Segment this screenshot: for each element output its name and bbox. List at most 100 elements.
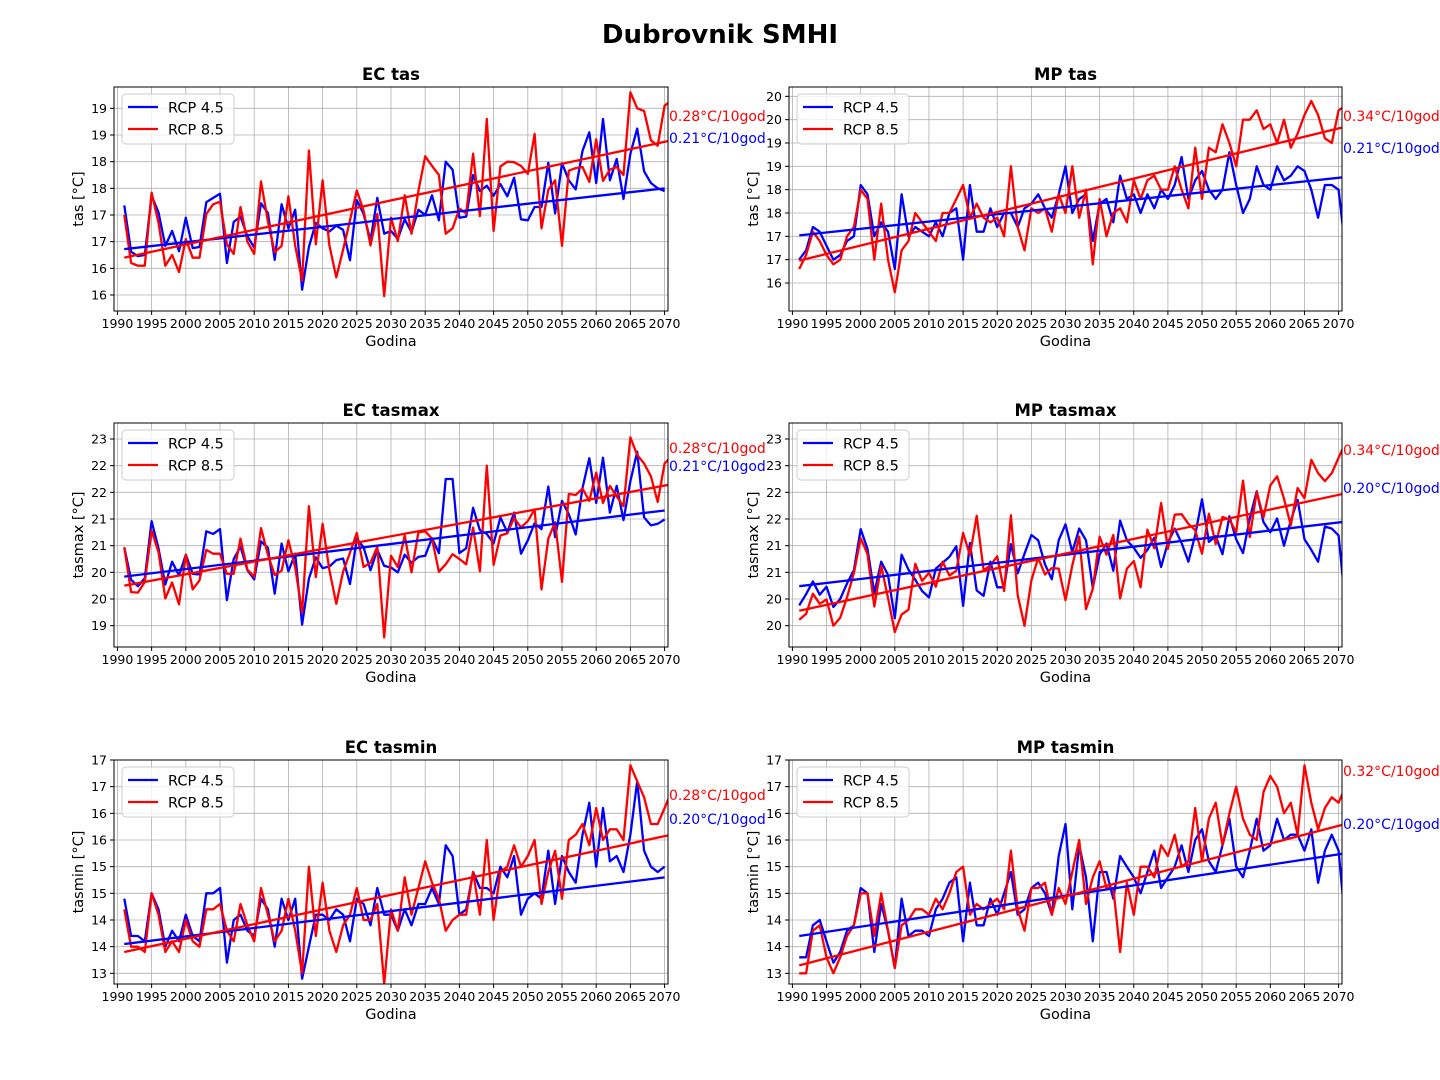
x-tick-label: 2005 [204, 989, 236, 1004]
x-tick-label: 2030 [375, 316, 407, 331]
x-tick-label: 1990 [102, 316, 134, 331]
x-tick-label: 2035 [409, 989, 441, 1004]
y-tick-label: 16 [766, 276, 782, 291]
chart-title: EC tasmax [343, 401, 440, 420]
y-tick-label: 17 [91, 234, 107, 249]
x-tick-label: 1995 [136, 316, 168, 331]
x-tick-label: 2015 [947, 316, 979, 331]
y-tick-label: 21 [91, 538, 107, 553]
x-tick-label: 1995 [811, 989, 843, 1004]
x-axis-label: Godina [365, 1007, 416, 1023]
y-tick-label: 15 [766, 859, 782, 874]
series-line-rcp85 [798, 447, 1342, 634]
x-tick-label: 2065 [1289, 316, 1321, 331]
x-tick-label: 2050 [1186, 989, 1218, 1004]
y-tick-label: 17 [766, 753, 782, 768]
x-tick-label: 2070 [649, 652, 681, 667]
y-tick-label: 22 [91, 458, 107, 473]
x-tick-label: 2000 [170, 989, 202, 1004]
x-tick-label: 2000 [845, 652, 877, 667]
x-tick-label: 2055 [546, 652, 578, 667]
x-tick-label: 1995 [136, 989, 168, 1004]
y-tick-label: 13 [766, 966, 782, 981]
y-tick-label: 18 [766, 206, 782, 221]
chart-title: EC tasmin [345, 738, 438, 757]
series-line-rcp85 [123, 436, 668, 639]
trend-annotation: 0.20°C/10god [1343, 817, 1440, 833]
x-tick-label: 2025 [1015, 316, 1047, 331]
x-tick-label: 2010 [913, 989, 945, 1004]
legend-label: RCP 8.5 [168, 459, 224, 475]
trend-line-rcp45 [799, 176, 1342, 237]
y-tick-label: 19 [766, 159, 782, 174]
x-tick-label: 2015 [947, 652, 979, 667]
chart-panel-3: 1990 1995 2000 2005 2010 2015 2020 2025 2030 2035… [71, 401, 766, 686]
x-tick-label: 1990 [102, 652, 134, 667]
legend: RCP 4.5 RCP 8.5 [121, 766, 235, 818]
chart-panel-6: 1990 1995 2000 2005 2010 2015 2020 2025 2030 2035… [746, 738, 1440, 1023]
x-tick-label: 2045 [478, 989, 510, 1004]
legend-label: RCP 8.5 [843, 459, 899, 475]
y-tick-label: 18 [766, 182, 782, 197]
x-tick-label: 2060 [580, 316, 612, 331]
y-tick-label: 16 [91, 806, 107, 821]
trend-line-rcp85 [798, 823, 1342, 967]
y-tick-label: 20 [91, 565, 107, 580]
x-tick-label: 2050 [512, 652, 544, 667]
chart-title: EC tas [362, 65, 420, 84]
x-axis-label: Godina [1040, 334, 1091, 350]
x-tick-label: 2020 [981, 989, 1013, 1004]
trend-annotation: 0.20°C/10god [1343, 481, 1440, 497]
y-tick-label: 18 [91, 181, 107, 196]
y-tick-label: 16 [91, 833, 107, 848]
x-axis-label: Godina [365, 670, 416, 686]
x-tick-label: 2025 [341, 316, 373, 331]
x-tick-label: 2010 [238, 316, 270, 331]
x-tick-label: 2045 [478, 652, 510, 667]
x-tick-label: 2020 [307, 989, 339, 1004]
legend-label: RCP 4.5 [168, 101, 224, 117]
x-axis-label: Godina [1040, 1007, 1091, 1023]
trend-annotation: 0.28°C/10god [669, 109, 766, 125]
x-tick-label: 2050 [1186, 316, 1218, 331]
x-tick-label: 2000 [170, 652, 202, 667]
series-line-rcp85 [123, 91, 668, 298]
legend-label: RCP 4.5 [843, 774, 899, 790]
y-tick-label: 14 [766, 939, 782, 954]
x-tick-label: 2045 [1152, 316, 1184, 331]
x-tick-label: 2040 [1118, 989, 1150, 1004]
x-tick-label: 1990 [777, 652, 809, 667]
chart-title: MP tasmax [1014, 401, 1116, 420]
legend: RCP 4.5 RCP 8.5 [121, 93, 235, 145]
chart-title: MP tasmin [1017, 738, 1115, 757]
y-axis-label: tas [°C] [746, 171, 762, 226]
y-tick-label: 16 [91, 288, 107, 303]
x-tick-label: 2055 [1220, 316, 1252, 331]
x-tick-label: 2000 [845, 316, 877, 331]
x-tick-label: 2070 [649, 316, 681, 331]
y-tick-label: 17 [91, 779, 107, 794]
trend-annotation: 0.28°C/10god [669, 441, 766, 457]
y-tick-label: 23 [91, 432, 107, 447]
chart-title: MP tas [1034, 65, 1097, 84]
chart-panel-4: 1990 1995 2000 2005 2010 2015 2020 2025 2030 2035… [746, 401, 1440, 686]
legend-label: RCP 4.5 [168, 774, 224, 790]
legend-label: RCP 4.5 [843, 101, 899, 117]
x-tick-label: 2030 [375, 989, 407, 1004]
y-tick-label: 22 [766, 512, 782, 527]
chart-panel-2: 1990 1995 2000 2005 2010 2015 2020 2025 2030 2035… [746, 65, 1440, 350]
y-tick-label: 21 [766, 538, 782, 553]
y-tick-label: 15 [766, 886, 782, 901]
x-tick-label: 2065 [1289, 652, 1321, 667]
series-line-rcp85 [799, 764, 1342, 975]
x-tick-label: 2035 [1084, 316, 1116, 331]
x-tick-label: 1990 [777, 316, 809, 331]
y-tick-label: 20 [766, 112, 782, 127]
x-tick-label: 2030 [375, 652, 407, 667]
x-tick-label: 2010 [238, 989, 270, 1004]
legend: RCP 4.5 RCP 8.5 [796, 429, 910, 481]
x-tick-label: 2065 [614, 989, 646, 1004]
y-tick-label: 23 [766, 432, 782, 447]
x-tick-label: 2065 [614, 316, 646, 331]
